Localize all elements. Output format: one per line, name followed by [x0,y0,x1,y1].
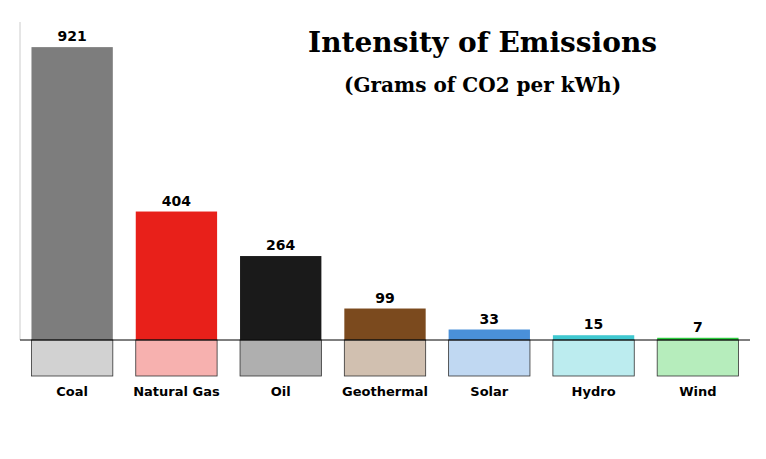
data-label: 33 [480,311,499,327]
bar [449,330,530,340]
background [0,0,766,459]
bar [240,256,321,340]
category-label: Geothermal [342,384,428,399]
category-label: Wind [679,384,716,399]
icon-box [136,340,217,376]
icon-box [240,340,321,376]
chart-svg: 921 404 264 99 33 15 7 Coal Natural Gas Oil Geothe… [0,0,766,459]
data-label: 404 [162,193,191,209]
category-label: Natural Gas [133,384,220,399]
category-label: Coal [56,384,88,399]
data-label: 264 [266,237,295,253]
icon-box [657,340,738,376]
bar [344,309,425,340]
bar [553,335,634,340]
category-label: Hydro [572,384,616,399]
icon-box [449,340,530,376]
icon-box [344,340,425,376]
title: Intensity of Emissions [308,26,657,59]
data-label: 7 [693,319,703,335]
data-label: 15 [584,316,603,332]
baseline [20,340,750,341]
chart-container: 921 404 264 99 33 15 7 Coal Natural Gas Oil Geothe… [0,0,766,459]
bars [31,47,738,340]
y-axis-line [20,22,21,340]
bar [136,212,217,340]
bar [31,47,112,340]
data-label: 99 [375,290,394,306]
category-label: Oil [271,384,291,399]
icon-box [553,340,634,376]
category-label: Solar [470,384,509,399]
icon-box [31,340,112,376]
subtitle: (Grams of CO2 per kWh) [344,73,621,97]
data-label: 921 [58,28,87,44]
